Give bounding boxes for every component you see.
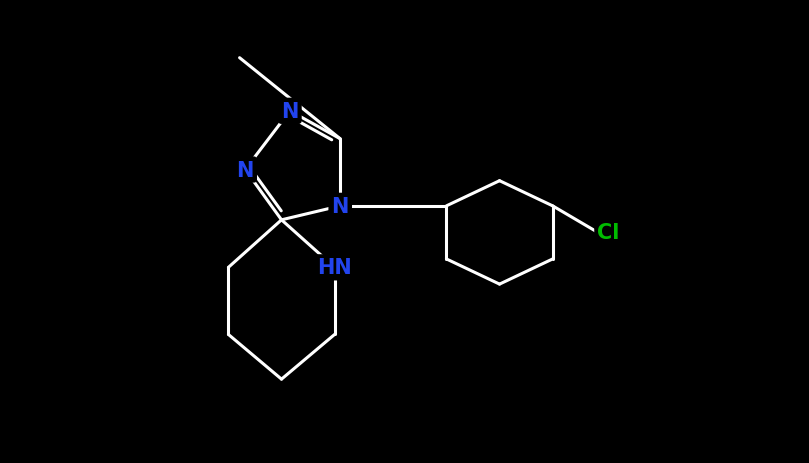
Text: N: N <box>332 196 349 216</box>
Text: Cl: Cl <box>597 223 620 243</box>
Text: HN: HN <box>317 258 352 278</box>
Text: N: N <box>236 160 254 180</box>
Text: N: N <box>282 101 299 122</box>
